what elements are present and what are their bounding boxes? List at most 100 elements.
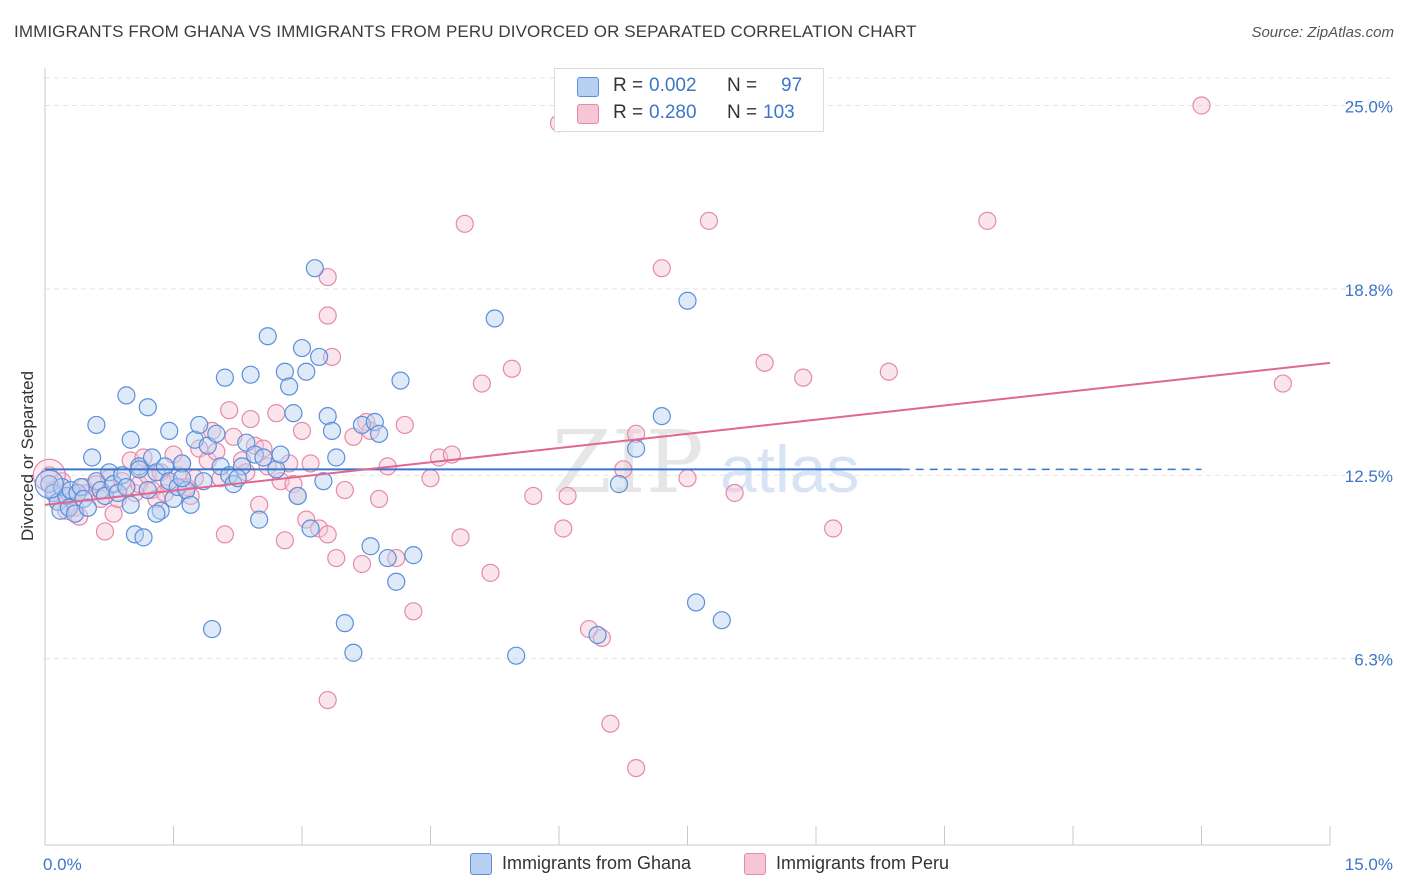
ghana-point <box>181 495 200 514</box>
ghana-point <box>391 371 410 390</box>
ghana-point <box>117 386 136 405</box>
peru-point <box>626 758 646 778</box>
ghana-point <box>134 528 153 547</box>
ghana-point <box>609 475 629 494</box>
peru-point <box>652 259 671 278</box>
peru-point <box>554 519 573 538</box>
peru-point <box>322 347 342 367</box>
peru-point <box>297 510 316 529</box>
ghana-point <box>305 259 324 278</box>
ghana-point <box>327 448 346 467</box>
peru-n-label: N = <box>727 102 758 123</box>
ghana-point <box>678 291 697 310</box>
ghana-r-value: 0.002 <box>649 75 697 96</box>
peru-point <box>250 495 269 514</box>
ghana-point <box>160 421 179 440</box>
ghana-point <box>87 472 106 491</box>
peru-point <box>292 421 312 440</box>
peru-point <box>472 374 491 393</box>
ghana-point <box>378 548 397 568</box>
peru-point <box>318 690 337 710</box>
source-label: Source: ZipAtlas.com <box>1251 24 1394 41</box>
ghana-point <box>138 398 157 417</box>
bottom-peru-swatch <box>744 853 766 875</box>
peru-point <box>267 404 286 423</box>
peru-point <box>502 359 521 378</box>
ghana-point <box>297 362 316 381</box>
ghana-points <box>34 259 731 665</box>
ghana-point <box>361 537 380 556</box>
peru-point <box>455 214 474 233</box>
ghana-point <box>155 457 175 476</box>
ghana-point <box>241 365 260 384</box>
ghana-point <box>322 421 342 440</box>
peru-point <box>601 714 620 733</box>
peru-point <box>395 415 414 435</box>
peru-point <box>335 480 354 500</box>
peru-point <box>404 602 423 621</box>
peru-point <box>879 362 898 381</box>
ghana-point <box>202 619 222 639</box>
ghana-point <box>485 309 504 328</box>
ghana-point <box>254 448 273 467</box>
peru-point <box>794 368 813 387</box>
peru-point <box>104 504 123 523</box>
ghana-point <box>71 477 91 497</box>
ghana-point <box>280 377 299 396</box>
peru-point <box>370 489 389 509</box>
watermark: ZIP atlas <box>552 413 859 513</box>
ghana-point <box>34 469 64 499</box>
ghana-point <box>588 625 607 645</box>
ghana-point <box>344 643 363 662</box>
ghana-point <box>404 546 423 565</box>
peru-point <box>1273 374 1292 393</box>
ghana-point <box>686 593 706 612</box>
ghana-point <box>172 454 192 473</box>
peru-swatch <box>577 104 599 124</box>
ghana-swatch <box>577 77 599 97</box>
peru-point <box>301 454 320 473</box>
ghana-point <box>712 611 731 630</box>
ghana-point <box>190 415 209 435</box>
tick-labels: 6.3% 12.5% 18.8% 25.0% 0.0% 15.0% <box>43 97 1393 874</box>
ghana-point <box>284 404 303 423</box>
ghana-point <box>121 430 140 449</box>
ghana-r-label: R = <box>613 75 644 96</box>
ghana-point <box>314 472 333 491</box>
peru-point <box>421 469 440 488</box>
ghana-point <box>507 646 526 665</box>
peru-point <box>318 525 337 544</box>
correlation-legend: R = 0.002 N = 97 R = 0.280 N = 103 <box>554 68 824 132</box>
ghana-point <box>147 504 166 523</box>
ghana-point <box>318 406 337 426</box>
peru-point <box>318 306 337 325</box>
peru-point <box>318 267 337 287</box>
ghana-point <box>288 486 307 506</box>
peru-point <box>220 401 239 420</box>
axes <box>44 68 1331 846</box>
ghana-point <box>138 480 157 500</box>
peru-point <box>978 211 997 230</box>
x-tick-label: 15.0% <box>1345 855 1393 874</box>
ghana-point <box>142 448 162 467</box>
peru-n-value: 103 <box>763 102 795 123</box>
ghana-point <box>121 495 140 514</box>
peru-trend-line <box>44 361 1331 506</box>
ghana-point <box>87 415 106 435</box>
ghana-point <box>207 424 226 443</box>
ghana-point <box>78 498 97 517</box>
ghana-point <box>301 519 320 538</box>
peru-point <box>352 554 372 574</box>
ghana-point <box>365 412 384 432</box>
watermark-zip: ZIP <box>552 413 704 513</box>
ghana-point <box>172 469 192 488</box>
peru-point <box>215 525 234 544</box>
ghana-point <box>194 472 213 491</box>
peru-point <box>95 522 115 541</box>
ghana-point <box>83 448 102 467</box>
peru-point <box>678 469 697 488</box>
ghana-point <box>626 439 646 458</box>
chart-title: IMMIGRANTS FROM GHANA VS IMMIGRANTS FROM… <box>14 22 917 41</box>
y-tick-label: 12.5% <box>1345 467 1393 486</box>
